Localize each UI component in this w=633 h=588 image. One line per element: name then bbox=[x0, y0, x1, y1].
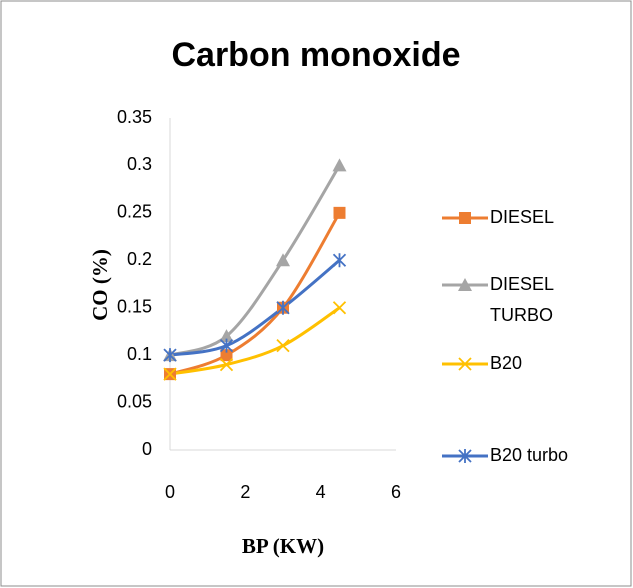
marker-shape bbox=[332, 301, 347, 315]
x-tick-label: 0 bbox=[165, 482, 175, 502]
marker-shape bbox=[459, 212, 471, 224]
series-line bbox=[169, 259, 341, 357]
marker bbox=[332, 158, 347, 172]
marker-shape bbox=[458, 278, 472, 291]
y-tick-label: 0.15 bbox=[117, 296, 152, 316]
marker bbox=[332, 301, 347, 315]
marker-shape bbox=[219, 357, 234, 372]
marker bbox=[219, 357, 234, 372]
marker bbox=[276, 339, 290, 353]
marker bbox=[458, 449, 472, 463]
legend-label: B20 bbox=[490, 353, 522, 373]
legend-label: DIESEL bbox=[490, 207, 554, 227]
marker-shape bbox=[276, 253, 290, 267]
marker bbox=[459, 212, 471, 224]
y-tick-label: 0.25 bbox=[117, 202, 152, 222]
marker-shape bbox=[458, 357, 472, 371]
legend-item: DIESEL bbox=[442, 207, 554, 227]
y-tick-label: 0.35 bbox=[117, 107, 152, 127]
legend-item: B20 bbox=[442, 353, 522, 373]
legend-item: DIESEL TURBO bbox=[442, 274, 558, 325]
x-tick-label: 4 bbox=[316, 482, 326, 502]
y-tick-label: 0.1 bbox=[127, 344, 152, 364]
marker bbox=[219, 329, 234, 343]
marker-shape bbox=[163, 367, 177, 381]
marker-shape bbox=[276, 300, 290, 315]
marker-shape bbox=[219, 329, 234, 343]
marker bbox=[163, 348, 177, 363]
legend-label: DIESEL TURBO bbox=[490, 274, 558, 325]
y-tick-label: 0.2 bbox=[127, 249, 152, 269]
marker bbox=[276, 300, 290, 315]
y-tick-label: 0 bbox=[142, 439, 152, 459]
marker bbox=[219, 338, 234, 353]
legend-label: B20 turbo bbox=[490, 445, 568, 465]
series-line bbox=[169, 212, 341, 376]
marker-shape bbox=[163, 348, 177, 363]
marker-shape bbox=[333, 206, 346, 219]
marker bbox=[333, 206, 346, 219]
marker bbox=[458, 278, 472, 291]
series-line bbox=[169, 306, 341, 376]
marker-shape bbox=[220, 349, 233, 362]
x-axis-label: BP (KW) bbox=[242, 534, 324, 558]
marker bbox=[276, 253, 290, 267]
y-tick-label: 0.3 bbox=[127, 154, 152, 174]
x-tick-label: 2 bbox=[240, 482, 250, 502]
marker bbox=[332, 253, 347, 268]
y-axis-label: CO (%) bbox=[88, 249, 112, 321]
marker-shape bbox=[219, 338, 234, 353]
marker-shape bbox=[276, 339, 290, 353]
series-line bbox=[169, 164, 341, 357]
marker-shape bbox=[332, 253, 347, 268]
marker bbox=[458, 357, 472, 371]
x-tick-label: 6 bbox=[391, 482, 401, 502]
marker-shape bbox=[332, 158, 347, 172]
marker-shape bbox=[458, 449, 472, 463]
legend-item: B20 turbo bbox=[442, 445, 568, 465]
marker bbox=[163, 367, 177, 381]
marker bbox=[220, 349, 233, 362]
y-tick-label: 0.05 bbox=[117, 391, 152, 411]
chart-title: Carbon monoxide bbox=[171, 36, 460, 74]
